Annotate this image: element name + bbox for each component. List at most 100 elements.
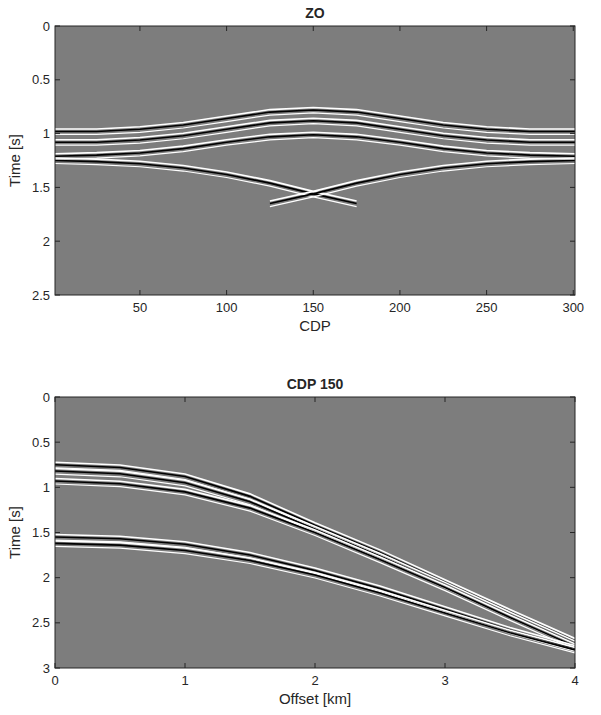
y-tick (55, 487, 60, 488)
x-tick-label: 250 (476, 300, 498, 315)
data-area (55, 462, 575, 653)
panel-title: ZO (305, 5, 325, 21)
y-tick (570, 26, 575, 27)
y-tick-label: 2 (43, 570, 50, 585)
event-line (270, 161, 575, 204)
event-wavelet-white (55, 468, 575, 644)
plot-background (55, 26, 575, 295)
x-tick (573, 26, 574, 31)
y-tick (55, 397, 60, 398)
x-tick-label: 0 (51, 673, 58, 688)
y-tick (570, 532, 575, 533)
x-tick-label: 200 (389, 300, 411, 315)
event-wavelet-white (55, 164, 357, 207)
y-tick-label: 1.5 (32, 525, 50, 540)
panel: 50 100 150 200 250 300 0 0.5 1 1.5 2 2.5 ZO CDP Time [… (6, 5, 584, 334)
y-tick-label: 1 (43, 480, 50, 495)
x-tick (313, 26, 314, 31)
x-tick (315, 663, 316, 668)
y-tick (570, 397, 575, 398)
y-tick (55, 295, 60, 296)
y-tick-label: 2.5 (32, 288, 50, 303)
x-tick (445, 397, 446, 402)
x-axis-title: CDP (299, 317, 331, 334)
x-tick (226, 26, 227, 31)
x-tick-label: 100 (216, 300, 238, 315)
event-wavelet-white (270, 164, 575, 207)
y-tick-label: 1.5 (32, 180, 50, 195)
x-tick (185, 663, 186, 668)
x-axis-title: Offset [km] (279, 690, 351, 707)
axes-frame (55, 397, 575, 668)
x-tick (185, 397, 186, 402)
y-tick (570, 187, 575, 188)
y-tick (570, 442, 575, 443)
y-tick-label: 1 (43, 126, 50, 141)
y-tick (570, 668, 575, 669)
x-tick-label: 1 (181, 673, 188, 688)
y-tick (570, 133, 575, 134)
x-tick (575, 397, 576, 402)
x-tick (399, 290, 400, 295)
y-tick (55, 442, 60, 443)
y-tick (570, 577, 575, 578)
y-axis-title: Time [s] (6, 134, 23, 187)
event-wavelet-white (55, 469, 575, 642)
event-line (55, 481, 575, 646)
x-tick-label: 2 (311, 673, 318, 688)
y-tick (55, 26, 60, 27)
y-tick (55, 532, 60, 533)
y-tick (570, 79, 575, 80)
x-tick (315, 397, 316, 402)
x-tick (139, 26, 140, 31)
x-tick (139, 290, 140, 295)
panel: 0 1 2 3 4 0 0.5 1 1.5 2 2.5 3 CDP 150 Offset [km] Time… (6, 376, 579, 707)
y-tick-label: 0 (43, 390, 50, 405)
panel-title: CDP 150 (287, 376, 344, 392)
event-line (55, 543, 575, 650)
y-axis-title: Time [s] (6, 506, 23, 559)
x-tick (55, 663, 56, 668)
x-tick-label: 4 (571, 673, 578, 688)
y-tick (55, 133, 60, 134)
figure: 5010015020025030000.511.522.5ZOCDPTime [… (0, 0, 601, 715)
x-tick (445, 663, 446, 668)
y-tick (570, 622, 575, 623)
event-wavelet-white (55, 479, 575, 644)
y-tick-label: 3 (43, 661, 50, 676)
x-tick (573, 290, 574, 295)
event-wavelet-white (55, 138, 575, 160)
x-tick-label: 3 (441, 673, 448, 688)
y-tick (570, 295, 575, 296)
y-tick (55, 577, 60, 578)
x-tick-label: 300 (562, 300, 584, 315)
y-tick-label: 0 (43, 19, 50, 34)
y-tick (55, 241, 60, 242)
axes-frame (55, 26, 575, 295)
y-tick-label: 2 (43, 234, 50, 249)
x-tick-label: 150 (302, 300, 324, 315)
y-tick-label: 0.5 (32, 435, 50, 450)
event-wavelet-white (55, 540, 575, 651)
x-tick (575, 663, 576, 668)
x-tick (313, 290, 314, 295)
plot-background (55, 397, 575, 668)
x-tick (55, 397, 56, 402)
x-tick (226, 290, 227, 295)
event-wavelet-white (55, 546, 575, 653)
x-tick (486, 290, 487, 295)
y-tick-label: 0.5 (32, 72, 50, 87)
y-tick (55, 668, 60, 669)
x-tick (486, 26, 487, 31)
event-wavelet-white (55, 484, 575, 649)
event-line (55, 471, 575, 644)
data-area (55, 107, 575, 206)
y-tick (55, 79, 60, 80)
y-tick (570, 487, 575, 488)
x-tick (399, 26, 400, 31)
y-tick-label: 2.5 (32, 615, 50, 630)
y-tick (570, 241, 575, 242)
event-wavelet-white (55, 474, 575, 647)
y-tick (55, 622, 60, 623)
x-tick-label: 50 (133, 300, 147, 315)
